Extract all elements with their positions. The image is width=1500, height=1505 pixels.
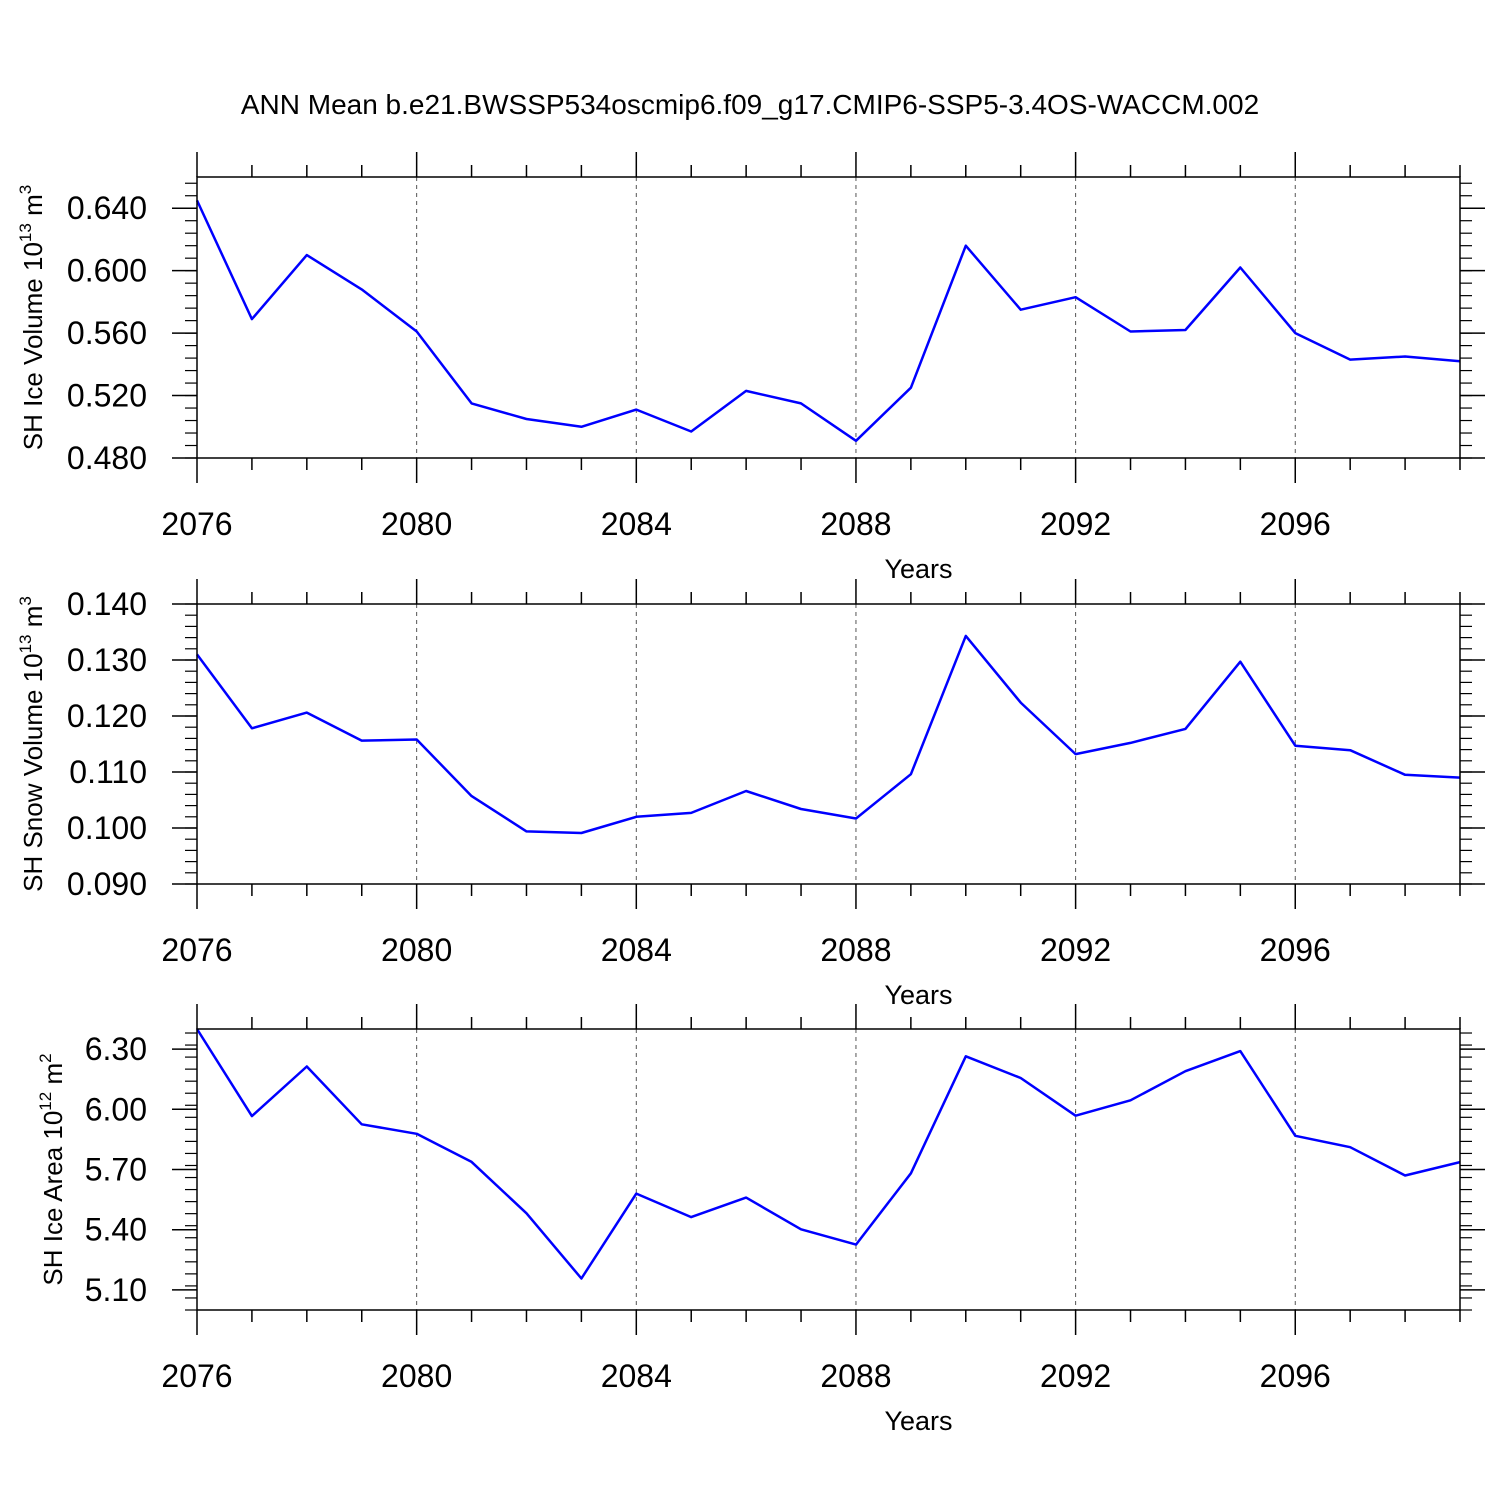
x-tick-label: 2088 xyxy=(820,1358,891,1394)
y-axis-label-superscript: 3 xyxy=(16,185,35,194)
y-tick-label: 0.120 xyxy=(67,698,147,734)
y-axis-label-superscript: 12 xyxy=(36,1092,55,1111)
x-axis-label: Years xyxy=(884,980,952,1010)
panel-2: 2076 2080 2084 2088 2092 2096 Years 0.090 0.100 0… xyxy=(16,579,1485,1010)
x-tick-label: 2076 xyxy=(161,506,232,542)
x-tick-label: 2080 xyxy=(381,1358,452,1394)
y-tick-label: 0.130 xyxy=(67,642,147,678)
x-tick-label: 2092 xyxy=(1040,932,1111,968)
x-axis-label: Years xyxy=(884,1406,952,1436)
x-tick-label: 2092 xyxy=(1040,506,1111,542)
y-tick-label: 0.140 xyxy=(67,586,147,622)
x-tick-label: 2096 xyxy=(1260,506,1331,542)
x-tick-label: 2076 xyxy=(161,932,232,968)
y-axis-label: SH Ice Volume 1013 m3 xyxy=(16,185,48,450)
y-tick-label: 0.100 xyxy=(67,810,147,846)
y-tick-label: 0.480 xyxy=(67,440,147,476)
y-axis-label-text: m xyxy=(18,606,48,635)
y-axis-label-superscript: 3 xyxy=(16,596,35,605)
series-line xyxy=(195,199,1461,443)
panel-3: 2076 2080 2084 2088 2092 2096 Years 5.10 5.40 5.7… xyxy=(36,1004,1485,1436)
x-tick-label: 2096 xyxy=(1260,1358,1331,1394)
y-axis-label-text: m xyxy=(38,1063,68,1092)
series-line xyxy=(195,634,1461,835)
y-axis-label-text: m xyxy=(18,194,48,223)
y-axis-label: SH Snow Volume 1013 m3 xyxy=(16,596,48,892)
y-axis-label-text: SH Ice Volume 10 xyxy=(18,242,48,450)
y-tick-label: 5.70 xyxy=(85,1152,147,1188)
y-axis-label-superscript: 13 xyxy=(16,634,35,653)
y-tick-label: 5.40 xyxy=(85,1212,147,1248)
y-tick-label: 0.640 xyxy=(67,190,147,226)
y-axis-label: SH Ice Area 1012 m2 xyxy=(36,1053,68,1285)
x-tick-label: 2084 xyxy=(601,1358,672,1394)
y-tick-label: 0.560 xyxy=(67,315,147,351)
figure-title: ANN Mean b.e21.BWSSP534oscmip6.f09_g17.C… xyxy=(241,89,1259,120)
y-axis-label-text: SH Ice Area 10 xyxy=(38,1111,68,1286)
y-tick-label: 0.090 xyxy=(67,866,147,902)
plot-frame xyxy=(196,1028,1461,1311)
y-tick-label: 6.00 xyxy=(85,1091,147,1127)
x-tick-label: 2076 xyxy=(161,1358,232,1394)
x-axis-label: Years xyxy=(884,554,952,584)
plot-frame xyxy=(196,603,1461,885)
y-tick-label: 0.600 xyxy=(67,253,147,289)
x-tick-label: 2080 xyxy=(381,506,452,542)
y-axis-label-superscript: 2 xyxy=(36,1053,55,1062)
x-tick-label: 2088 xyxy=(820,506,891,542)
plot-frame xyxy=(196,176,1461,459)
panel-1: 2076 2080 2084 2088 2092 2096 Years 0.480 0.520 0… xyxy=(16,152,1485,584)
x-tick-label: 2096 xyxy=(1260,932,1331,968)
y-tick-label: 6.30 xyxy=(85,1031,147,1067)
x-tick-label: 2084 xyxy=(601,506,672,542)
y-tick-label: 0.520 xyxy=(67,378,147,414)
y-axis-label-text: SH Snow Volume 10 xyxy=(18,653,48,891)
y-tick-label: 0.110 xyxy=(69,754,147,790)
x-tick-label: 2088 xyxy=(820,932,891,968)
y-axis-label-superscript: 13 xyxy=(16,223,35,242)
x-tick-label: 2084 xyxy=(601,932,672,968)
y-tick-label: 5.10 xyxy=(85,1272,147,1308)
x-tick-label: 2092 xyxy=(1040,1358,1111,1394)
series-line xyxy=(195,1028,1461,1280)
x-tick-label: 2080 xyxy=(381,932,452,968)
